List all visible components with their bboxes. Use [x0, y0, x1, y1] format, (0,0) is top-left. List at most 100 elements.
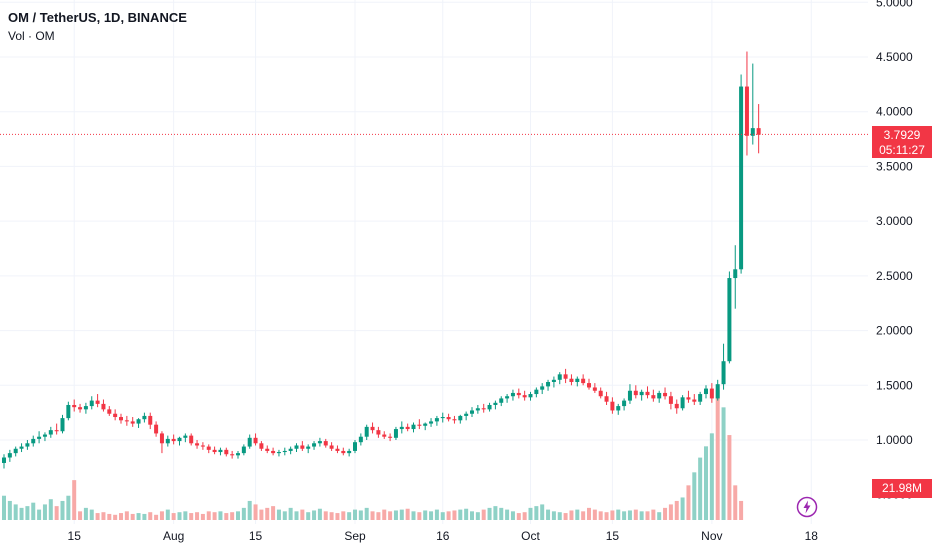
candle-body: [540, 386, 545, 390]
candle-body: [7, 453, 12, 458]
candle-body: [177, 437, 182, 442]
candle-body: [95, 400, 100, 404]
candle-body: [674, 403, 679, 409]
volume-bar: [154, 514, 159, 520]
candle-body: [750, 128, 755, 136]
volume-bar: [276, 509, 281, 520]
x-tick-label: Oct: [521, 529, 540, 543]
volume-bar: [364, 507, 369, 520]
volume-bar: [692, 472, 697, 520]
candle-body: [241, 446, 246, 454]
candle-body: [557, 374, 562, 380]
candle-body: [341, 450, 346, 454]
price-axis[interactable]: 1.0000 1.5000 2.0000 2.5000 3.0000 3.5000 4.00…: [876, 0, 913, 502]
volume-bar: [282, 511, 287, 520]
volume-bar: [452, 510, 457, 520]
candle-body: [72, 404, 77, 408]
candle-body: [247, 437, 252, 447]
volume-bar: [370, 511, 375, 520]
candle-body: [142, 415, 147, 420]
candle-body: [592, 387, 597, 391]
candle-body: [317, 441, 322, 444]
volume-bar: [663, 507, 668, 520]
candle-body: [312, 443, 317, 447]
volume-bar: [622, 511, 627, 520]
lightning-icon[interactable]: [796, 496, 818, 518]
candle-body: [253, 437, 258, 444]
candle-body: [481, 408, 486, 410]
candle-body: [616, 406, 621, 411]
candle-body: [200, 445, 205, 447]
volume-bar: [739, 500, 744, 520]
volume-bar: [563, 513, 568, 520]
candle-body: [78, 407, 83, 410]
volume-bar: [429, 511, 434, 520]
candle-body: [288, 448, 293, 451]
candle-body: [587, 383, 591, 388]
volume-bar: [540, 504, 545, 520]
candle-body: [271, 450, 276, 454]
volume-bar: [171, 513, 176, 520]
candle-body: [715, 384, 720, 399]
volume-bar: [230, 512, 235, 520]
candle-body: [376, 430, 381, 435]
candle-body: [546, 382, 551, 387]
candle-body: [493, 402, 498, 405]
volume-bar: [587, 507, 591, 520]
candle-body: [440, 417, 445, 419]
volume-legend[interactable]: Vol · OM: [8, 29, 55, 43]
volume-bar: [218, 511, 223, 520]
candle-body: [119, 417, 123, 421]
volume-bar: [101, 512, 106, 520]
volume-bar: [271, 506, 276, 520]
volume-bar: [294, 511, 299, 520]
volume-bar: [493, 506, 498, 520]
candle-body: [733, 269, 738, 279]
candle-body: [686, 397, 691, 400]
volume-bar: [306, 512, 311, 520]
candle-body: [107, 409, 112, 414]
candle-body: [534, 389, 539, 395]
volume-bar: [95, 513, 100, 520]
volume-bar: [651, 509, 656, 520]
candle-body: [42, 434, 47, 437]
y-tick-label: 4.0000: [876, 105, 913, 119]
candle-body: [680, 397, 685, 409]
volume-bar: [393, 510, 398, 520]
candle-body: [645, 391, 650, 396]
candle-body: [48, 430, 53, 435]
candle-body: [598, 390, 603, 397]
volume-bar: [183, 511, 188, 520]
candle-body: [353, 442, 357, 451]
candle-body: [230, 454, 235, 456]
volume-bar: [668, 504, 673, 520]
volume-bar: [142, 513, 147, 520]
candle-body: [516, 392, 521, 396]
last-price-value: 3.7929: [883, 128, 921, 143]
candle-body: [452, 419, 457, 421]
candle-body: [388, 436, 393, 438]
candle-body: [364, 426, 369, 437]
volume-bar: [499, 507, 504, 520]
volume-bar: [130, 513, 135, 520]
symbol-title[interactable]: OM / TetherUS, 1D, BINANCE: [8, 10, 187, 25]
candle-body: [60, 418, 65, 432]
volume-bar: [382, 509, 387, 520]
volume-bar: [557, 512, 562, 520]
candle-body: [171, 438, 176, 442]
candle-body: [458, 415, 463, 421]
volume-bar: [89, 509, 94, 520]
volume-bar: [434, 509, 439, 520]
candle-body: [475, 408, 480, 411]
volume-bar: [241, 507, 246, 520]
candle-body: [704, 388, 708, 395]
time-axis[interactable]: 15 Aug 15 Sep 16 Oct 15 Nov 18: [68, 529, 819, 543]
volume-bar: [124, 511, 129, 520]
volume-bar: [721, 407, 726, 520]
volume-bar: [522, 512, 527, 520]
candle-body: [265, 448, 270, 451]
candle-body: [651, 395, 656, 399]
volume-bar: [353, 509, 357, 520]
volume-bar: [300, 509, 305, 520]
